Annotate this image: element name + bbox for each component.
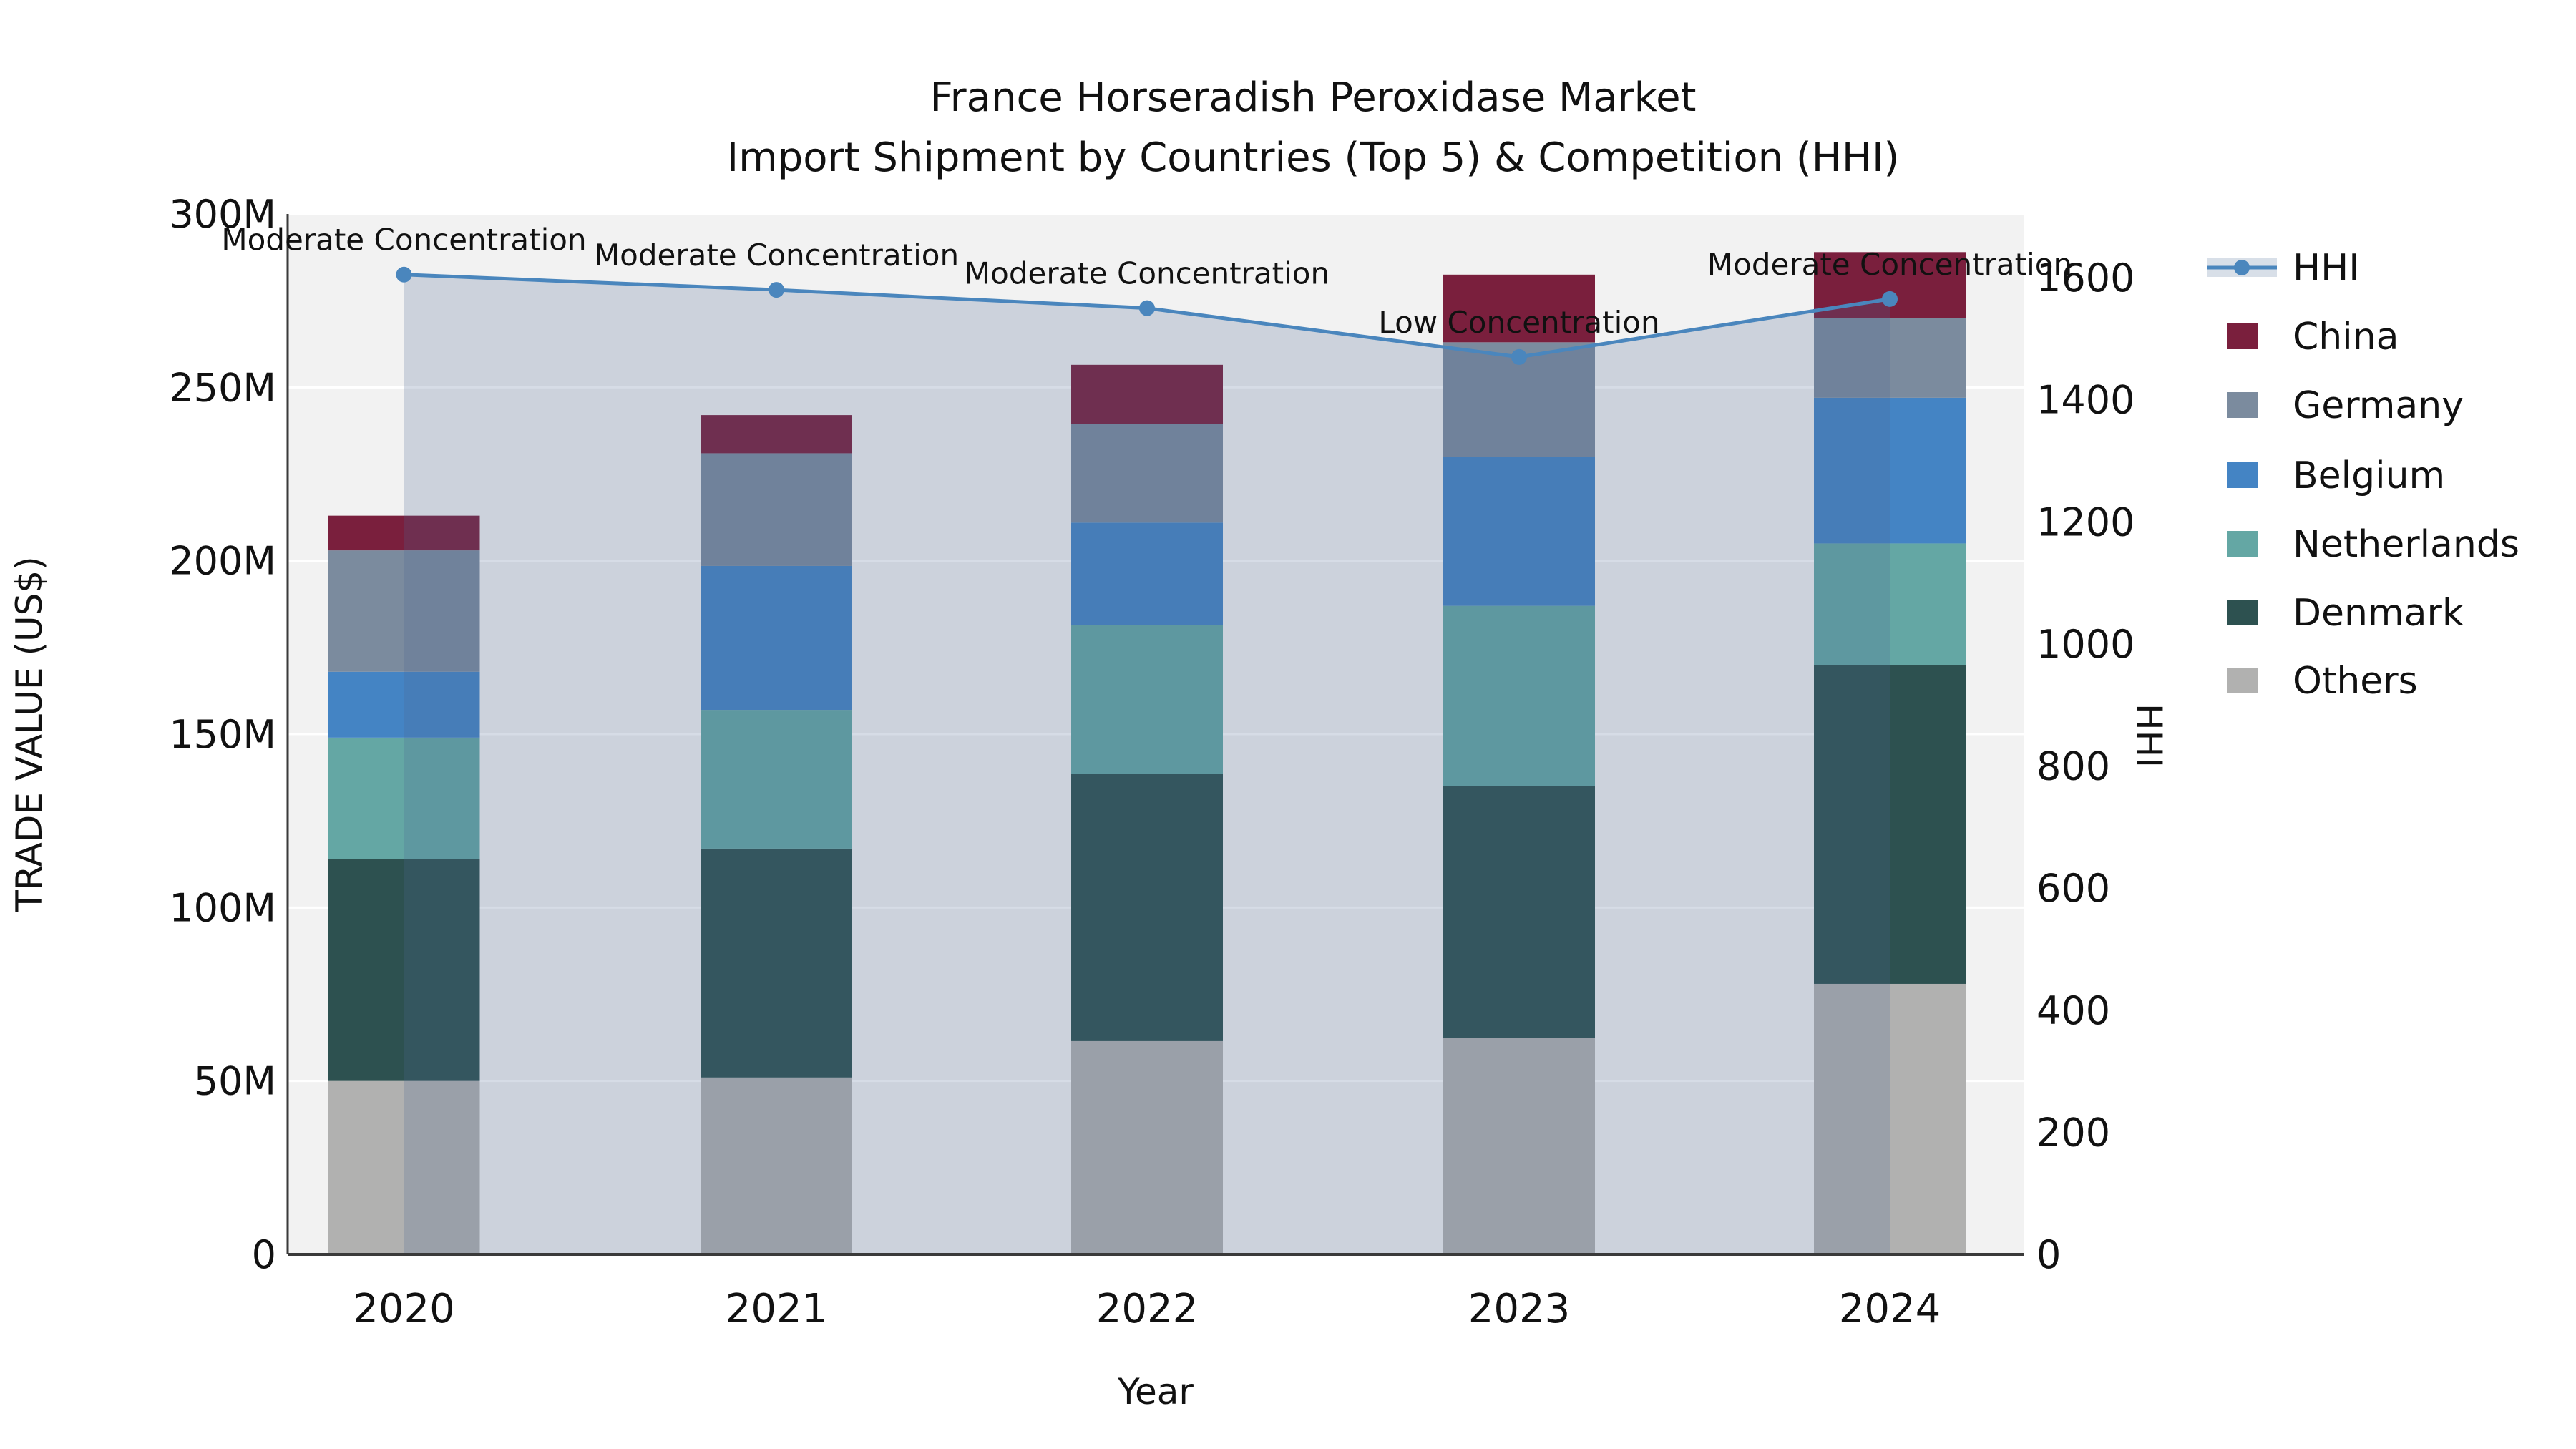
- bar-segment-2022-others[interactable]: [1071, 1040, 1223, 1254]
- bar-segment-2023-belgium[interactable]: [1443, 457, 1595, 606]
- chart-title-line1: France Horseradish Peroxidase Market: [930, 74, 1697, 121]
- bar-segment-2022-netherlands[interactable]: [1071, 625, 1223, 774]
- bar-segment-2021-belgium[interactable]: [701, 565, 852, 711]
- bar-segment-2023-china[interactable]: [1443, 274, 1595, 343]
- bar-segment-2023-netherlands[interactable]: [1443, 605, 1595, 786]
- legend-swatch-others: [2227, 668, 2258, 693]
- bar-segment-2020-china[interactable]: [328, 515, 480, 551]
- legend-item-germany[interactable]: Germany: [2227, 384, 2464, 427]
- annotation-2024: Moderate Concentration: [1707, 247, 2072, 282]
- hhi-marker-2020[interactable]: [396, 266, 412, 283]
- legend-swatch-netherlands: [2227, 531, 2258, 557]
- bar-segment-2021-china[interactable]: [701, 415, 852, 454]
- left-tick-300M: 300M: [169, 192, 276, 237]
- bar-segment-2023-denmark[interactable]: [1443, 786, 1595, 1038]
- left-tick-150M: 150M: [169, 712, 276, 757]
- legend-item-hhi[interactable]: HHI: [2207, 247, 2360, 290]
- hhi-marker-2022[interactable]: [1139, 300, 1155, 316]
- bar-segment-2020-germany[interactable]: [328, 550, 480, 672]
- right-tick-400: 400: [2036, 988, 2110, 1033]
- bar-segment-2021-germany[interactable]: [701, 453, 852, 566]
- bar-segment-2022-denmark[interactable]: [1071, 774, 1223, 1041]
- right-tick-1600: 1600: [2036, 255, 2135, 301]
- left-tick-250M: 250M: [169, 365, 276, 410]
- right-axis-title: HHI: [2128, 703, 2170, 768]
- bar-segment-2020-others[interactable]: [328, 1080, 480, 1254]
- legend-swatch-germany: [2227, 392, 2258, 418]
- legend-swatch-denmark: [2227, 600, 2258, 625]
- legend-label-netherlands: Netherlands: [2293, 523, 2519, 566]
- bar-segment-2020-netherlands[interactable]: [328, 737, 480, 859]
- legend-item-others[interactable]: Others: [2227, 660, 2418, 703]
- bar-segment-2021-denmark[interactable]: [701, 848, 852, 1078]
- bar-segment-2021-netherlands[interactable]: [701, 710, 852, 849]
- hhi-marker-2021[interactable]: [769, 282, 784, 298]
- bar-segment-2021-others[interactable]: [701, 1077, 852, 1254]
- annotation-2022: Moderate Concentration: [965, 256, 1330, 291]
- legend-item-netherlands[interactable]: Netherlands: [2227, 523, 2519, 566]
- bar-segment-2020-belgium[interactable]: [328, 671, 480, 738]
- legend-item-denmark[interactable]: Denmark: [2227, 592, 2464, 635]
- left-tick-0: 0: [252, 1232, 276, 1277]
- annotation-2023: Low Concentration: [1378, 305, 1659, 340]
- legend-label-china: China: [2293, 316, 2399, 358]
- hhi-annotations: Moderate Concentration Moderate Concentra…: [221, 223, 2072, 340]
- left-tick-50M: 50M: [194, 1059, 276, 1104]
- left-tick-100M: 100M: [169, 885, 276, 930]
- right-tick-1400: 1400: [2036, 378, 2135, 423]
- bar-segment-2024-others[interactable]: [1814, 983, 1966, 1254]
- right-tick-1200: 1200: [2036, 499, 2135, 545]
- x-tick-2020: 2020: [353, 1286, 455, 1332]
- x-tick-2022: 2022: [1096, 1286, 1199, 1332]
- bar-segment-2024-denmark[interactable]: [1814, 665, 1966, 984]
- right-tick-200: 200: [2036, 1110, 2110, 1155]
- legend-swatch-china: [2227, 323, 2258, 349]
- annotation-2021: Moderate Concentration: [594, 238, 959, 273]
- bar-segment-2024-netherlands[interactable]: [1814, 543, 1966, 665]
- legend-item-china[interactable]: China: [2227, 316, 2399, 358]
- left-axis-tick-labels: 0 50M 100M 150M 200M 250M 300M: [169, 192, 276, 1277]
- bar-segment-2020-denmark[interactable]: [328, 859, 480, 1081]
- left-tick-200M: 200M: [169, 539, 276, 584]
- right-tick-0: 0: [2036, 1232, 2061, 1277]
- stacked-bars: [328, 252, 1966, 1254]
- legend-label-germany: Germany: [2293, 384, 2464, 427]
- right-axis-tick-labels: 0 200 400 600 800 1000 1200 1400 1600: [2036, 255, 2135, 1277]
- right-tick-800: 800: [2036, 744, 2110, 789]
- x-tick-2023: 2023: [1468, 1286, 1571, 1332]
- legend-label-denmark: Denmark: [2293, 592, 2464, 635]
- legend: HHI China Germany Belgium Netherlands Denmark…: [2207, 247, 2519, 703]
- x-tick-2024: 2024: [1839, 1286, 1941, 1332]
- bar-segment-2024-belgium[interactable]: [1814, 397, 1966, 544]
- legend-label-others: Others: [2293, 660, 2418, 703]
- hhi-marker-2023[interactable]: [1511, 348, 1527, 365]
- x-axis-tick-labels: 2020 2021 2022 2023 2024: [353, 1286, 1941, 1332]
- x-tick-2021: 2021: [726, 1286, 828, 1332]
- bar-segment-2022-germany[interactable]: [1071, 424, 1223, 523]
- annotation-2020: Moderate Concentration: [221, 223, 586, 258]
- bar-segment-2022-belgium[interactable]: [1071, 522, 1223, 625]
- legend-item-belgium[interactable]: Belgium: [2227, 454, 2445, 497]
- legend-label-belgium: Belgium: [2293, 454, 2445, 497]
- bar-segment-2024-germany[interactable]: [1814, 318, 1966, 398]
- hhi-markers: [396, 266, 1898, 365]
- hhi-legend-marker-icon: [2234, 260, 2250, 275]
- bar-segment-2022-china[interactable]: [1071, 364, 1223, 424]
- hhi-area-fill: [404, 274, 1890, 1254]
- bar-segment-2023-others[interactable]: [1443, 1038, 1595, 1254]
- right-tick-600: 600: [2036, 866, 2110, 911]
- legend-label-hhi: HHI: [2293, 247, 2360, 290]
- left-axis-title: TRADE VALUE (US$): [9, 556, 50, 912]
- x-axis-title: Year: [1117, 1371, 1194, 1413]
- chart-title-line2: Import Shipment by Countries (Top 5) & C…: [727, 135, 1900, 181]
- hhi-marker-2024[interactable]: [1882, 291, 1898, 307]
- right-tick-1000: 1000: [2036, 622, 2135, 667]
- legend-swatch-belgium: [2227, 462, 2258, 488]
